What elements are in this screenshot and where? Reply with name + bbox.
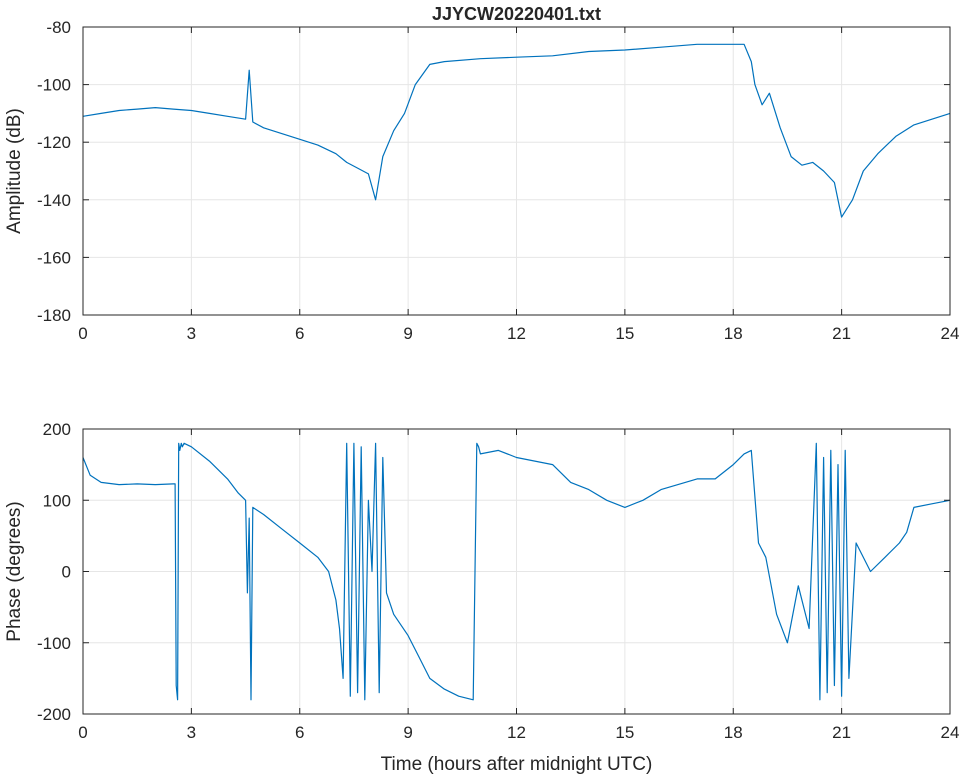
x-tick-label: 9 [403, 723, 412, 742]
x-tick-label: 12 [507, 723, 526, 742]
y-tick-label: -80 [46, 18, 71, 37]
y-tick-label: 100 [43, 491, 71, 510]
x-tick-label: 21 [832, 723, 851, 742]
x-tick-label: 6 [295, 324, 304, 343]
x-tick-label: 3 [187, 324, 196, 343]
y-tick-label: 200 [43, 420, 71, 439]
x-tick-label: 15 [615, 723, 634, 742]
y-tick-label: -100 [37, 634, 71, 653]
y-tick-label: -140 [37, 191, 71, 210]
amplitude-ticks: 0 3 6 9 12 15 18 21 24 -80 -100 -120 -140 -160 -180 [37, 18, 959, 343]
x-axis-label: Time (hours after midnight UTC) [381, 754, 653, 775]
phase-series-line [82, 442, 951, 701]
y-tick-label: -120 [37, 133, 71, 152]
x-tick-label: 15 [615, 324, 634, 343]
y-tick-label: 0 [62, 563, 71, 582]
phase-y-axis-label: Phase (degrees) [4, 501, 25, 641]
y-tick-label: -160 [37, 248, 71, 267]
x-tick-label: 0 [78, 723, 87, 742]
x-tick-label: 12 [507, 324, 526, 343]
x-tick-label: 18 [724, 723, 743, 742]
x-tick-label: 21 [832, 324, 851, 343]
y-tick-label: -100 [37, 76, 71, 95]
x-tick-label: 0 [78, 324, 87, 343]
y-tick-label: -200 [37, 705, 71, 724]
amplitude-subplot: 0 3 6 9 12 15 18 21 24 -80 -100 -120 -140 -160 -180 JJ… [4, 4, 959, 343]
x-tick-label: 18 [724, 324, 743, 343]
x-tick-label: 9 [403, 324, 412, 343]
chart-title: JJYCW20220401.txt [432, 4, 601, 24]
phase-ticks: 0 3 6 9 12 15 18 21 24 200 100 0 -100 -200 [37, 420, 959, 742]
y-tick-label: -180 [37, 306, 71, 325]
amplitude-series-line [82, 43, 951, 218]
x-tick-label: 3 [187, 723, 196, 742]
amplitude-y-axis-label: Amplitude (dB) [4, 108, 25, 234]
x-tick-label: 24 [941, 723, 960, 742]
amplitude-grid [82, 26, 951, 316]
x-tick-label: 24 [941, 324, 960, 343]
phase-subplot: 0 3 6 9 12 15 18 21 24 200 100 0 -100 -200 Time (hour… [4, 420, 959, 775]
x-tick-label: 6 [295, 723, 304, 742]
